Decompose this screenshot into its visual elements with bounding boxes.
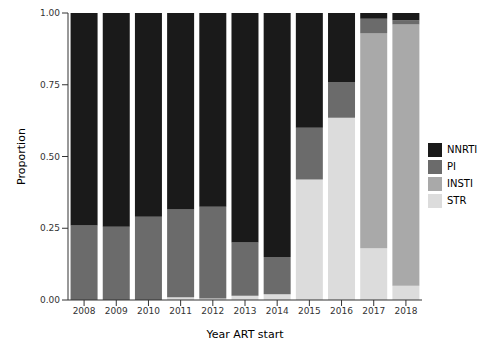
svg-text:2018: 2018	[394, 306, 417, 316]
svg-text:2012: 2012	[201, 306, 224, 316]
svg-text:0.25: 0.25	[40, 223, 60, 233]
html-text:INSTI: INSTI	[447, 178, 473, 189]
svg-text:Proportion: Proportion	[15, 128, 28, 185]
svg-text:2008: 2008	[73, 306, 96, 316]
svg-text:2013: 2013	[234, 306, 257, 316]
svg-text:2017: 2017	[362, 306, 385, 316]
html-text:PI: PI	[447, 161, 456, 172]
svg-text:2010: 2010	[137, 306, 160, 316]
svg-text:2015: 2015	[298, 306, 321, 316]
svg-text:2014: 2014	[266, 306, 289, 316]
html-text:STR: STR	[447, 195, 467, 206]
svg-text:2011: 2011	[169, 306, 192, 316]
svg-text:1.00: 1.00	[40, 8, 60, 18]
svg-text:2009: 2009	[105, 306, 128, 316]
svg-text:0.75: 0.75	[40, 80, 60, 90]
svg-text:0.00: 0.00	[40, 295, 60, 305]
svg-text:0.50: 0.50	[40, 152, 60, 162]
svg-text:Year ART start: Year ART start	[206, 328, 285, 341]
html-text:NNRTI: NNRTI	[447, 144, 478, 155]
svg-text:2016: 2016	[330, 306, 353, 316]
